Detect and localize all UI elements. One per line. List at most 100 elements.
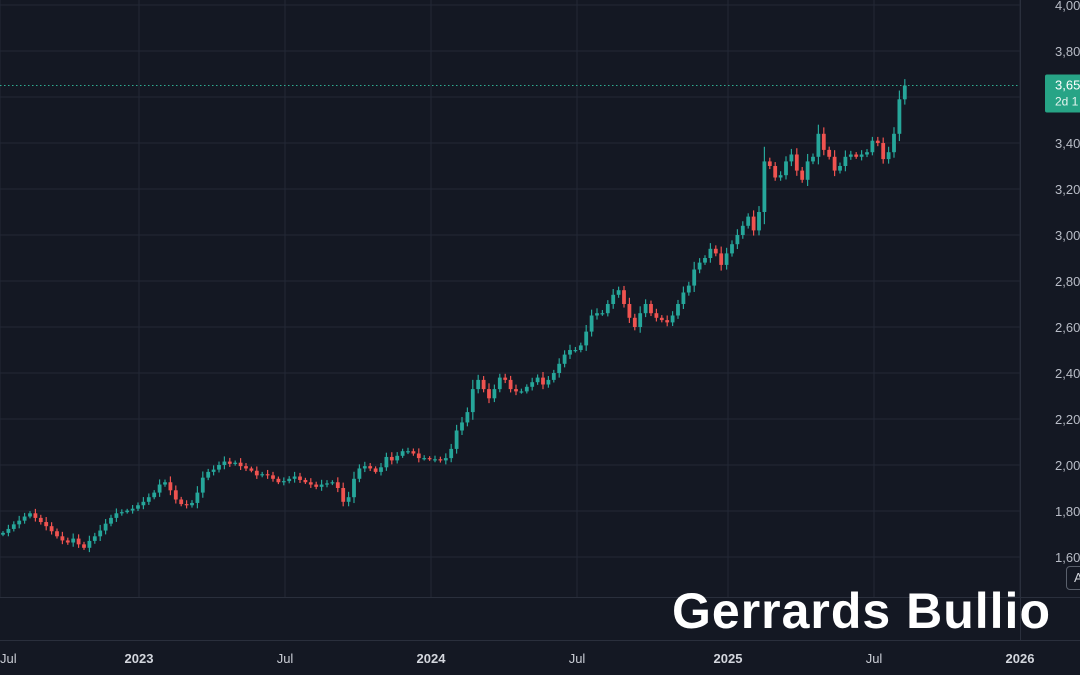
candle	[200, 471, 205, 498]
candle-body	[271, 475, 275, 479]
candle	[114, 508, 119, 522]
candle	[281, 477, 286, 486]
candle-body	[76, 538, 81, 545]
candle	[708, 243, 713, 263]
candle-body	[341, 488, 346, 502]
candle-body	[460, 422, 464, 431]
candle-body	[281, 481, 286, 483]
candle-body	[508, 379, 513, 390]
candle	[897, 90, 902, 142]
candle-body	[454, 430, 459, 449]
last-price-label: 3,65	[1055, 78, 1080, 93]
candle-body	[125, 510, 130, 513]
candle	[821, 127, 826, 156]
candle-body	[6, 528, 11, 533]
candle	[341, 482, 346, 507]
candle	[838, 162, 842, 174]
candle	[811, 153, 815, 165]
candle	[730, 240, 734, 257]
candle	[562, 350, 567, 368]
candle-body	[49, 526, 54, 532]
candle	[881, 137, 886, 164]
candle-body	[897, 99, 902, 134]
candle	[157, 479, 162, 497]
candle	[438, 456, 443, 463]
candle-body	[703, 258, 707, 263]
candle	[476, 374, 481, 394]
candle-body	[573, 350, 578, 352]
candle-body	[470, 389, 475, 413]
candle	[573, 346, 578, 353]
candle-body	[865, 152, 869, 155]
candle-body	[632, 317, 637, 327]
candle-body	[800, 170, 805, 180]
candle-body	[551, 373, 556, 380]
candle-body	[357, 468, 362, 479]
candle	[195, 486, 200, 509]
candle	[746, 213, 751, 229]
candle	[362, 461, 367, 473]
candle-body	[362, 466, 367, 469]
candle	[87, 535, 92, 553]
candle-body	[87, 540, 92, 548]
candle-body	[314, 484, 319, 487]
candle-body	[433, 459, 437, 461]
candle-body	[179, 499, 184, 505]
candle	[238, 458, 243, 470]
candle	[65, 537, 70, 545]
candle	[832, 150, 837, 177]
auto-scale-button[interactable]: A	[1066, 566, 1080, 590]
candle-body	[767, 161, 772, 166]
candle	[767, 157, 772, 170]
candle-body	[146, 497, 151, 502]
candle-body	[33, 513, 38, 518]
candle	[454, 424, 459, 454]
candle	[659, 315, 664, 323]
candle-body	[649, 304, 653, 314]
candle	[546, 376, 551, 388]
candle-body	[438, 459, 443, 461]
candle	[497, 373, 502, 393]
candle	[724, 247, 729, 270]
candle	[773, 162, 778, 181]
candle	[665, 315, 670, 327]
candle	[82, 541, 86, 550]
candle	[789, 148, 794, 167]
candle	[384, 452, 389, 471]
y-tick-label: 2,800	[1055, 274, 1080, 289]
y-tick-label: 3,000	[1055, 228, 1080, 243]
candle	[71, 533, 76, 547]
candle	[6, 524, 11, 537]
candle	[735, 229, 740, 250]
candle-body	[119, 512, 124, 514]
candle-body	[82, 544, 86, 548]
candle	[557, 358, 562, 378]
candle	[260, 471, 265, 478]
candle-body	[217, 465, 221, 470]
x-tick-label: Jul	[866, 651, 883, 666]
candle	[886, 146, 891, 164]
candle-body	[686, 285, 691, 293]
candle	[481, 376, 486, 393]
candle-body	[681, 292, 686, 304]
candle-body	[195, 492, 200, 503]
candle-body	[17, 520, 22, 525]
candle-body	[751, 216, 756, 231]
candle-body	[227, 461, 232, 464]
candle	[76, 534, 81, 548]
candle	[551, 369, 556, 383]
candle-body	[665, 320, 670, 323]
candle-body	[584, 331, 589, 346]
candle-body	[827, 149, 832, 157]
candle	[11, 521, 16, 532]
candle-body	[794, 154, 799, 171]
candle	[308, 478, 313, 488]
candle	[173, 485, 178, 504]
candle-body	[303, 479, 308, 483]
candle-body	[616, 290, 621, 295]
candle	[627, 297, 632, 323]
candle	[422, 455, 427, 461]
candle	[49, 522, 54, 535]
candle-body	[524, 386, 529, 392]
